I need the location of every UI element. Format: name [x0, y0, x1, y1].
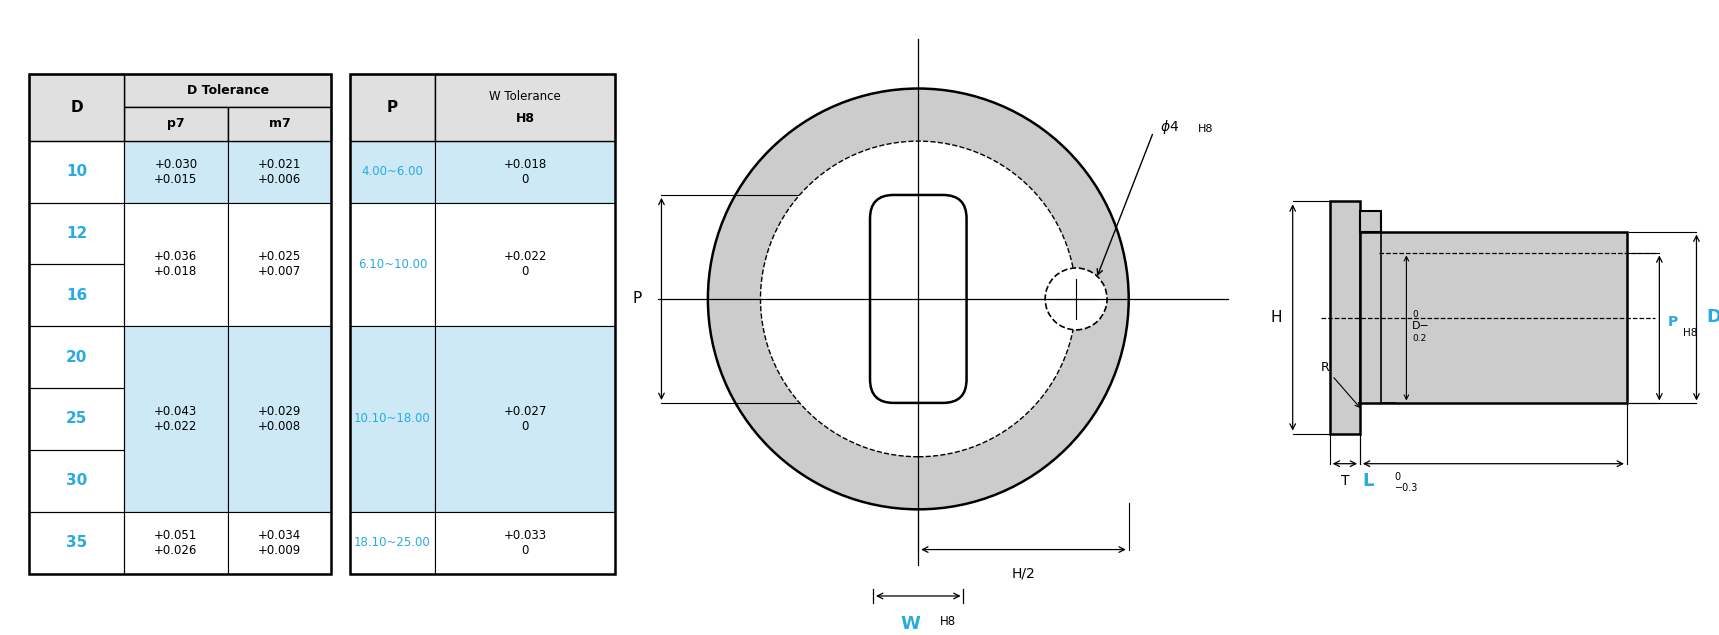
Text: +0.029
+0.008: +0.029 +0.008	[258, 405, 301, 433]
Bar	[124, 512, 227, 573]
FancyBboxPatch shape	[870, 195, 966, 403]
Text: H8: H8	[940, 615, 956, 629]
Bar	[435, 74, 615, 141]
Bar	[227, 203, 332, 326]
Text: 6.10~10.00: 6.10~10.00	[358, 258, 428, 271]
Bar	[29, 141, 124, 203]
Bar	[124, 74, 332, 107]
Bar	[29, 74, 332, 573]
Bar	[1331, 201, 1360, 434]
Text: +0.034
+0.009: +0.034 +0.009	[258, 528, 301, 557]
Bar	[29, 203, 124, 264]
Text: D: D	[1707, 309, 1719, 326]
Bar	[349, 512, 435, 573]
Text: +0.051
+0.026: +0.051 +0.026	[155, 528, 198, 557]
Text: R: R	[1320, 361, 1360, 407]
Text: W: W	[901, 615, 921, 633]
Text: 0: 0	[1411, 309, 1418, 319]
Text: H8: H8	[1683, 328, 1698, 338]
Bar	[349, 326, 435, 512]
Text: +0.030
+0.015: +0.030 +0.015	[155, 157, 198, 185]
Text: +0.043
+0.022: +0.043 +0.022	[155, 405, 198, 433]
Text: 25: 25	[65, 411, 88, 427]
Text: P: P	[1667, 316, 1678, 330]
Text: +0.022
0: +0.022 0	[504, 250, 547, 278]
Text: m7: m7	[268, 117, 291, 130]
Bar	[349, 74, 435, 141]
Bar	[29, 74, 124, 141]
Bar	[435, 326, 615, 512]
Bar	[1360, 232, 1626, 403]
Bar	[349, 141, 435, 203]
Bar	[124, 141, 227, 203]
Text: +0.018
0: +0.018 0	[504, 157, 547, 185]
Text: P: P	[633, 291, 641, 307]
Bar	[124, 326, 227, 512]
Text: 35: 35	[65, 535, 88, 550]
Text: p7: p7	[167, 117, 184, 130]
Bar	[124, 203, 227, 326]
Text: T: T	[1341, 474, 1349, 488]
Bar	[29, 326, 124, 388]
Text: H8: H8	[1198, 124, 1214, 134]
Bar	[227, 107, 332, 141]
Bar	[29, 450, 124, 512]
Bar	[227, 141, 332, 203]
Text: 30: 30	[65, 473, 88, 488]
Text: H: H	[1270, 310, 1282, 325]
Text: 0: 0	[1394, 472, 1401, 482]
Bar	[29, 512, 124, 573]
Text: 10: 10	[65, 164, 88, 179]
Circle shape	[1045, 268, 1107, 330]
Text: +0.027
0: +0.027 0	[504, 405, 547, 433]
Bar	[29, 264, 124, 326]
Text: +0.025
+0.007: +0.025 +0.007	[258, 250, 301, 278]
Circle shape	[760, 141, 1076, 457]
Text: 20: 20	[65, 350, 88, 364]
Text: 0.2: 0.2	[1411, 333, 1427, 343]
Text: H/2: H/2	[1011, 566, 1035, 580]
Text: L: L	[1361, 472, 1373, 490]
Bar	[349, 203, 435, 326]
Text: +0.033
0: +0.033 0	[504, 528, 547, 557]
Text: +0.021
+0.006: +0.021 +0.006	[258, 157, 301, 185]
Text: 10.10~18.00: 10.10~18.00	[354, 413, 431, 425]
Text: 12: 12	[65, 226, 88, 241]
Bar	[435, 141, 615, 203]
Text: P: P	[387, 100, 399, 115]
Text: H8: H8	[516, 112, 535, 124]
Text: D: D	[70, 100, 83, 115]
Text: $\phi$4: $\phi$4	[1160, 118, 1179, 136]
Bar	[435, 512, 615, 573]
Text: +0.036
+0.018: +0.036 +0.018	[155, 250, 198, 278]
Bar	[227, 326, 332, 512]
Text: 16: 16	[65, 288, 88, 303]
Text: D Tolerance: D Tolerance	[187, 84, 268, 97]
Bar	[1360, 211, 1380, 232]
Bar	[29, 388, 124, 450]
Text: −0.3: −0.3	[1394, 483, 1418, 493]
Text: 4.00~6.00: 4.00~6.00	[361, 165, 423, 178]
Bar	[227, 512, 332, 573]
Bar	[124, 107, 227, 141]
Circle shape	[708, 88, 1129, 509]
Bar	[349, 74, 615, 573]
Text: D−: D−	[1411, 321, 1430, 331]
Text: 18.10~25.00: 18.10~25.00	[354, 536, 431, 549]
Text: W Tolerance: W Tolerance	[490, 90, 560, 103]
Bar	[435, 203, 615, 326]
